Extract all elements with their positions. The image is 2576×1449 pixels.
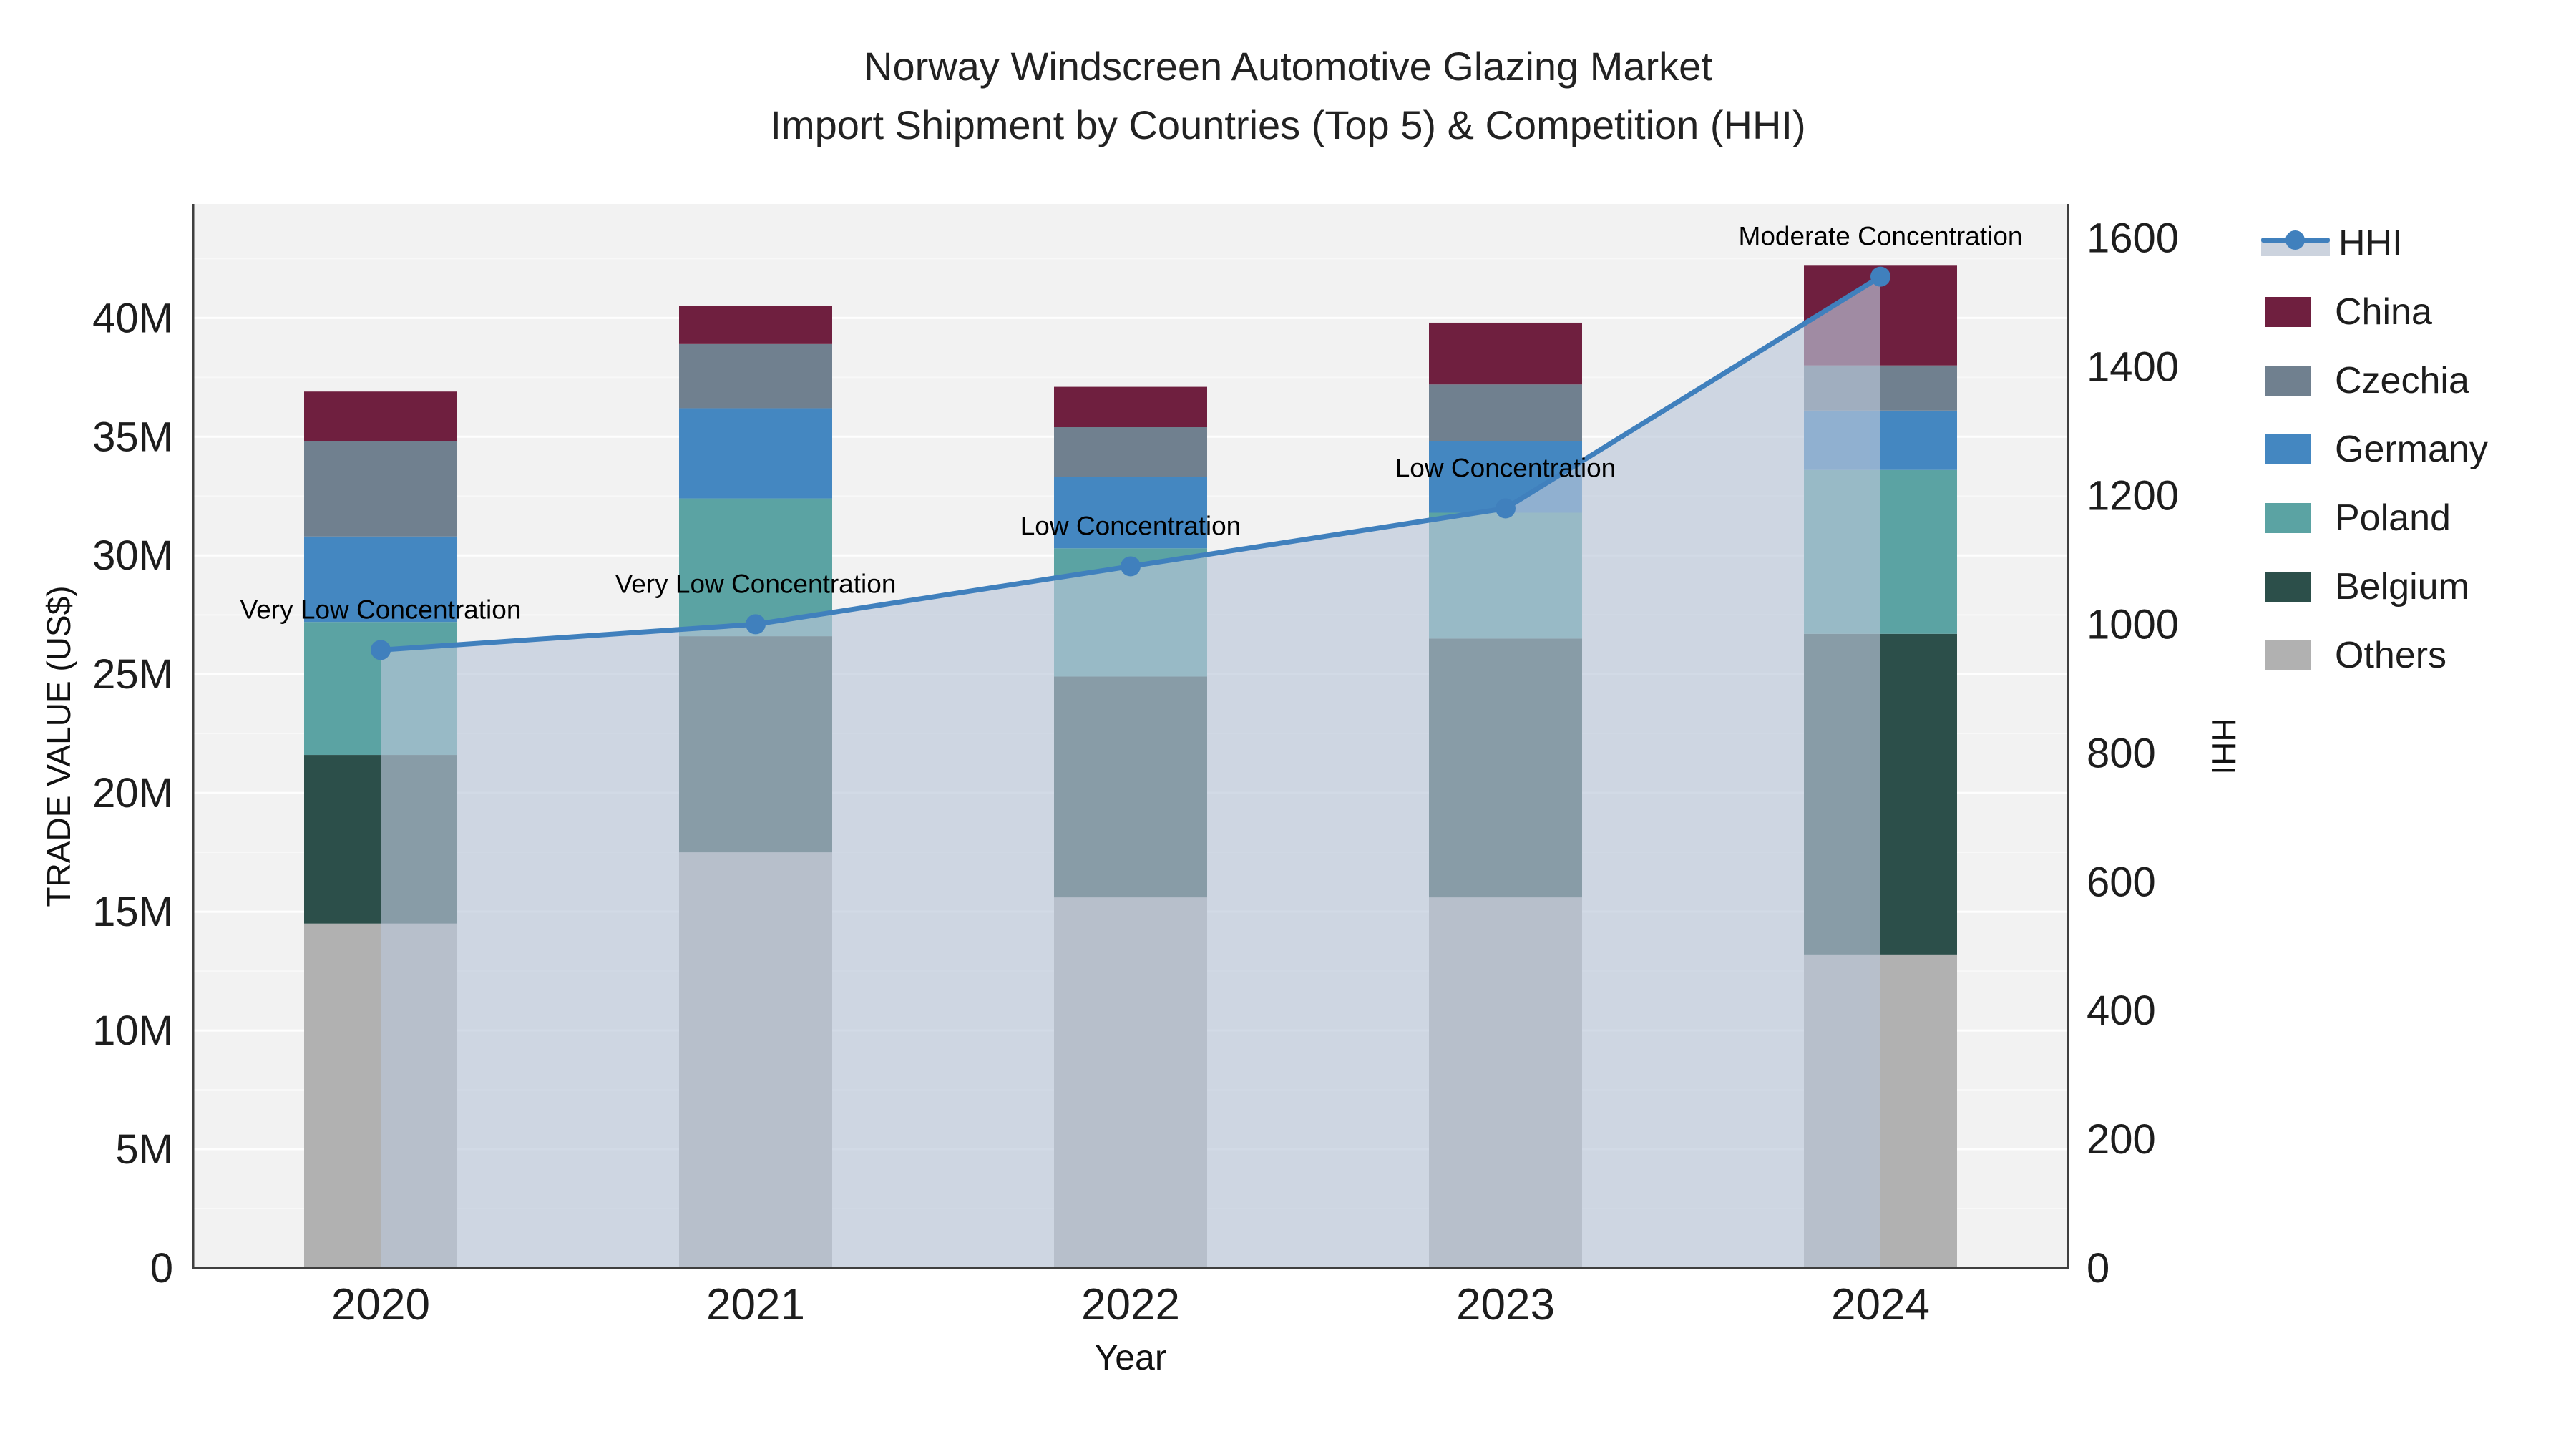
- legend-item-germany[interactable]: Germany: [2265, 428, 2488, 471]
- legend-swatch-others: [2265, 640, 2311, 670]
- legend-label-hhi: HHI: [2338, 223, 2403, 264]
- legend-label-poland: Poland: [2335, 497, 2451, 539]
- bar-segment-czechia-2020[interactable]: [304, 441, 457, 537]
- right-tick-label-1600: 1600: [2087, 215, 2179, 262]
- annotation-2023: Low Concentration: [1395, 453, 1616, 482]
- bar-segment-czechia-2023[interactable]: [1429, 384, 1582, 441]
- right-tick-label-1400: 1400: [2087, 344, 2179, 391]
- hhi-point-2023[interactable]: [1496, 498, 1516, 519]
- legend-label-others: Others: [2335, 635, 2447, 676]
- legend-item-belgium[interactable]: Belgium: [2265, 565, 2488, 608]
- left-axis-title: TRADE VALUE (US$): [40, 585, 77, 907]
- legend-swatch-belgium: [2265, 572, 2311, 602]
- hhi-point-2021[interactable]: [746, 614, 766, 635]
- right-tick-label-0: 0: [2087, 1245, 2109, 1292]
- left-tick-label-15M: 15M: [92, 889, 173, 935]
- bar-segment-china-2022[interactable]: [1054, 386, 1207, 428]
- legend-label-china: China: [2335, 291, 2432, 333]
- left-tick-label-40M: 40M: [92, 295, 173, 341]
- bar-segment-china-2020[interactable]: [304, 391, 457, 441]
- bar-segment-poland-2021[interactable]: [679, 498, 832, 637]
- left-tick-label-30M: 30M: [92, 532, 173, 579]
- legend-label-belgium: Belgium: [2335, 566, 2469, 608]
- x-tick-label-2020: 2020: [331, 1280, 430, 1330]
- left-tick-label-0: 0: [150, 1245, 173, 1292]
- legend-item-china[interactable]: China: [2265, 291, 2488, 333]
- legend-item-czechia[interactable]: Czechia: [2265, 359, 2488, 402]
- hhi-point-2024[interactable]: [1870, 266, 1890, 287]
- annotation-2020: Very Low Concentration: [240, 595, 522, 624]
- legend-item-hhi[interactable]: HHI: [2261, 222, 2488, 265]
- right-tick-label-800: 800: [2087, 730, 2156, 776]
- annotation-2021: Very Low Concentration: [615, 569, 897, 598]
- x-axis-title: Year: [1094, 1337, 1167, 1377]
- bar-segment-germany-2022[interactable]: [1054, 477, 1207, 549]
- x-tick-label-2021: 2021: [706, 1280, 805, 1330]
- annotation-2024: Moderate Concentration: [1739, 222, 2023, 251]
- left-tick-label-25M: 25M: [92, 651, 173, 698]
- legend-label-germany: Germany: [2335, 429, 2488, 470]
- legend-swatch-czechia: [2265, 366, 2311, 396]
- annotation-2022: Low Concentration: [1020, 511, 1241, 540]
- right-tick-label-200: 200: [2087, 1116, 2156, 1163]
- bar-segment-czechia-2021[interactable]: [679, 343, 832, 409]
- right-tick-label-400: 400: [2087, 987, 2156, 1034]
- left-tick-label-20M: 20M: [92, 770, 173, 816]
- bar-segment-china-2021[interactable]: [679, 306, 832, 344]
- hhi-point-2020[interactable]: [371, 640, 391, 660]
- left-tick-label-35M: 35M: [92, 414, 173, 460]
- chart-title-line1: Norway Windscreen Automotive Glazing Mar…: [864, 44, 1712, 89]
- right-axis-title: HHI: [2205, 718, 2243, 775]
- right-tick-label-1200: 1200: [2087, 473, 2179, 519]
- hhi-point-2022[interactable]: [1121, 556, 1141, 577]
- x-tick-label-2023: 2023: [1456, 1280, 1555, 1330]
- legend-item-others[interactable]: Others: [2265, 634, 2488, 677]
- right-tick-label-600: 600: [2087, 859, 2156, 905]
- left-tick-label-10M: 10M: [92, 1008, 173, 1054]
- hhi-line-legend-icon: [2261, 225, 2330, 262]
- bar-segment-germany-2020[interactable]: [304, 536, 457, 623]
- legend-label-czechia: Czechia: [2335, 360, 2469, 401]
- x-tick-label-2022: 2022: [1081, 1280, 1180, 1330]
- legend-swatch-china: [2265, 297, 2311, 327]
- legend: HHI China Czechia Germany Poland Belgium Other…: [2261, 222, 2488, 703]
- bar-segment-china-2023[interactable]: [1429, 322, 1582, 385]
- bar-segment-czechia-2022[interactable]: [1054, 427, 1207, 477]
- chart-title-line2: Import Shipment by Countries (Top 5) & C…: [770, 102, 1806, 147]
- right-tick-label-1000: 1000: [2087, 601, 2179, 648]
- legend-swatch-poland: [2265, 503, 2311, 533]
- left-tick-label-5M: 5M: [115, 1126, 173, 1173]
- legend-item-poland[interactable]: Poland: [2265, 497, 2488, 540]
- legend-swatch-germany: [2265, 434, 2311, 464]
- x-tick-label-2024: 2024: [1831, 1280, 1930, 1330]
- hhi-area-fill: [381, 276, 1880, 1269]
- bar-segment-germany-2021[interactable]: [679, 408, 832, 499]
- chart-title: Norway Windscreen Automotive Glazing Mar…: [0, 37, 2576, 155]
